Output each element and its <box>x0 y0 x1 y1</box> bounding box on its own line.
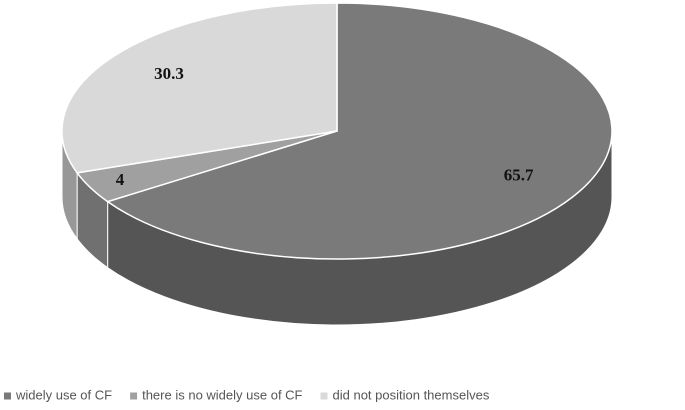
legend-label: there is no widely use of CF <box>142 387 302 402</box>
data-label: 4 <box>116 170 125 189</box>
legend-marker <box>130 392 138 400</box>
data-label: 65.7 <box>504 165 534 184</box>
slice <box>61 2 338 174</box>
legend-marker <box>320 392 328 400</box>
legend-label: did not position themselves <box>333 387 490 402</box>
legend-marker <box>4 392 11 400</box>
slice <box>105 2 613 260</box>
legend-label: widely use of CF <box>15 387 112 402</box>
data-label: 30.3 <box>154 64 184 83</box>
